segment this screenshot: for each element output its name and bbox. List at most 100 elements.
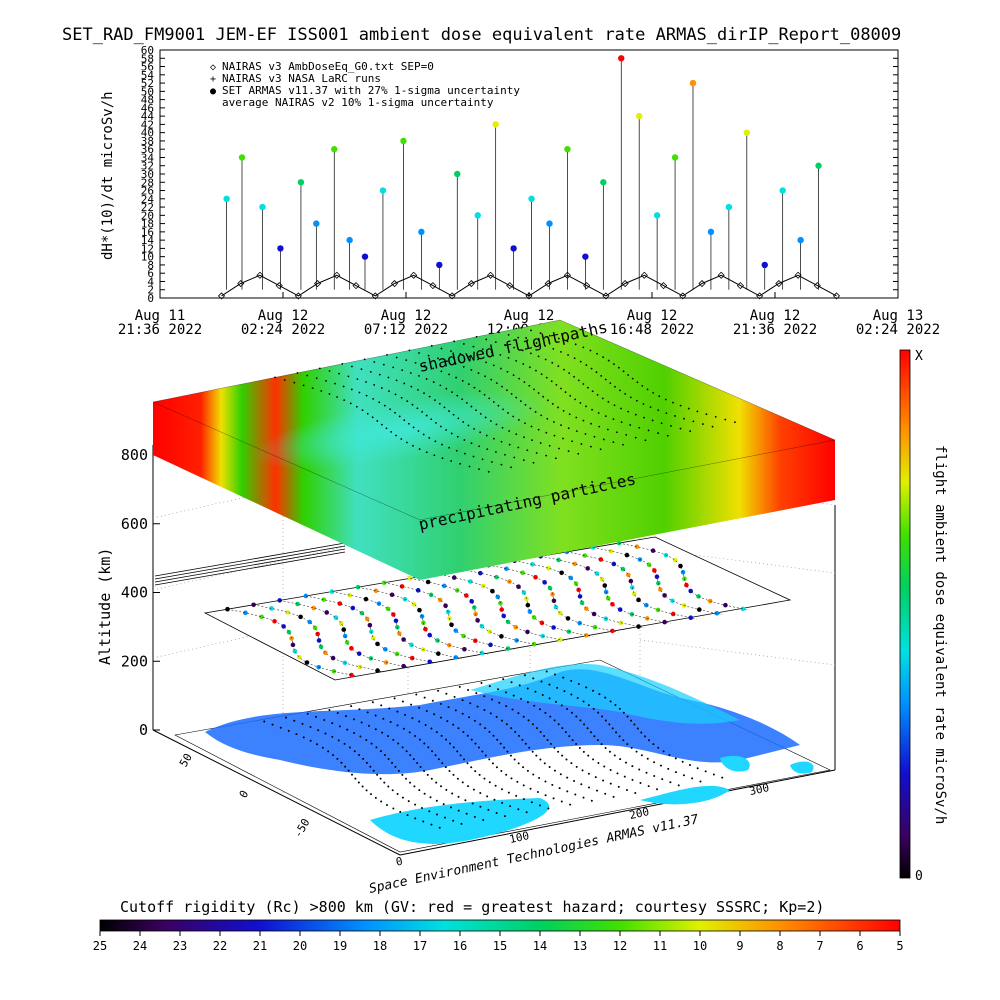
track-dot [373, 588, 379, 594]
slab-track-dot [515, 433, 518, 436]
slab-track-dot [369, 370, 372, 373]
slab-track-dot [590, 367, 593, 370]
map-track-dot [416, 762, 419, 765]
y-tick-label: 26 [141, 185, 154, 198]
map-track-dot [429, 796, 432, 799]
slab-track-dot [622, 443, 624, 446]
slab-track-dot [567, 354, 569, 356]
slab-track-dot [714, 415, 717, 418]
slab-track-dot [356, 378, 359, 381]
armas-point [546, 220, 553, 227]
map-track-dot [459, 754, 462, 757]
slab-track-dot [557, 337, 560, 340]
nairas-point [544, 279, 552, 288]
map-track-dot [587, 754, 590, 757]
track-dot [599, 576, 605, 582]
track-dot [399, 584, 405, 589]
track-dot [397, 631, 402, 636]
slab-track-dot [545, 376, 548, 379]
map-track-dot [426, 773, 429, 776]
colorbar-right-top-label: X [915, 349, 923, 364]
map-track-dot [383, 754, 386, 757]
map-track-dot [490, 698, 493, 701]
colorbar-bottom-tick-label: 10 [693, 939, 707, 953]
y-tick-label: 10 [141, 251, 154, 264]
nairas-point [410, 271, 418, 279]
colorbar-bottom-ticks: 25 24 23 22 21 20 19 18 17 16 15 14 13 12 11 10 9 8 7 6 5 [93, 931, 904, 953]
x-tick-date: Aug 12 [258, 308, 309, 324]
slab-track-dot [430, 418, 433, 421]
map-track-dot [415, 693, 418, 696]
slab-track-dot [459, 462, 462, 465]
map-track-dot [484, 754, 487, 757]
armas-point [653, 212, 661, 219]
map-track-dot [414, 803, 417, 806]
slab-track-dot [350, 388, 353, 391]
colorbar-bottom-tick-label: 15 [493, 939, 507, 953]
map-track-dot [612, 795, 615, 798]
x-tick-date: Aug 13 [873, 308, 924, 324]
y-tick-label: 12 [141, 242, 154, 255]
nairas-point [602, 292, 610, 300]
track-dot [530, 562, 535, 567]
slab-track-dot [490, 378, 493, 381]
y-axis-ticks: 0246810121416182022242628303234363840424… [141, 44, 898, 305]
map-track-dot [539, 731, 542, 734]
map-track-dot [353, 750, 356, 753]
map-track-dot [478, 773, 481, 776]
map-track-dot [491, 762, 494, 765]
map-track-dot [483, 708, 486, 711]
slab-track-dot [544, 358, 547, 361]
slab-track-dot [441, 457, 444, 460]
map-track-dot [520, 697, 523, 700]
map-track-dot [470, 766, 473, 769]
map-track-dot [596, 789, 599, 792]
colorbar-bottom-tick-label: 13 [573, 939, 587, 953]
map-track-dot [418, 789, 421, 792]
map-track-dot [721, 776, 724, 779]
track-dot [321, 597, 327, 602]
map-track-dot [466, 734, 469, 737]
map-track-dot [608, 723, 611, 726]
map-track-dot [548, 683, 551, 686]
map-track-dot [553, 673, 556, 676]
map-track-dot [440, 785, 443, 788]
track-dot [423, 626, 428, 632]
track-dot [355, 584, 361, 590]
colorbar-bottom-label: Cutoff rigidity (Rc) >800 km (GV: red = … [120, 898, 824, 916]
slab-track-dot [629, 396, 632, 399]
slab-track-dot [615, 431, 618, 434]
map-track-dot [581, 769, 584, 772]
map-track-dot [631, 765, 634, 768]
slab-track-dot [378, 373, 381, 376]
y-tick-label: 32 [141, 160, 154, 173]
map-track-dot [487, 808, 490, 811]
slab-track-dot [548, 444, 551, 447]
nairas-point [832, 292, 841, 300]
map-track-dot [603, 765, 606, 768]
map-track-dot [380, 800, 383, 803]
armas-point [635, 112, 643, 120]
slab-track-dot [664, 398, 667, 401]
slab-track-dot [564, 391, 567, 394]
slab-track-dot [569, 394, 572, 397]
map-track-dot [467, 785, 470, 788]
map-track-dot [470, 738, 473, 741]
map-track-dot [383, 781, 386, 784]
slab-track-dot [519, 400, 522, 403]
flight-tracks [225, 540, 750, 678]
slab-track-dot [462, 343, 465, 345]
track-dot [269, 606, 274, 611]
map-track-dot [592, 758, 595, 761]
track-dot [304, 660, 310, 665]
map-track-dot [614, 704, 617, 707]
map-track-dot [448, 770, 451, 773]
map-track-dot [624, 761, 627, 764]
slab-track-dot [425, 378, 428, 380]
slab-track-dot [619, 389, 621, 392]
track-dot [364, 616, 370, 622]
map-track-dot [336, 757, 339, 760]
track-dot [389, 592, 395, 598]
slab-track-dot [566, 340, 569, 343]
